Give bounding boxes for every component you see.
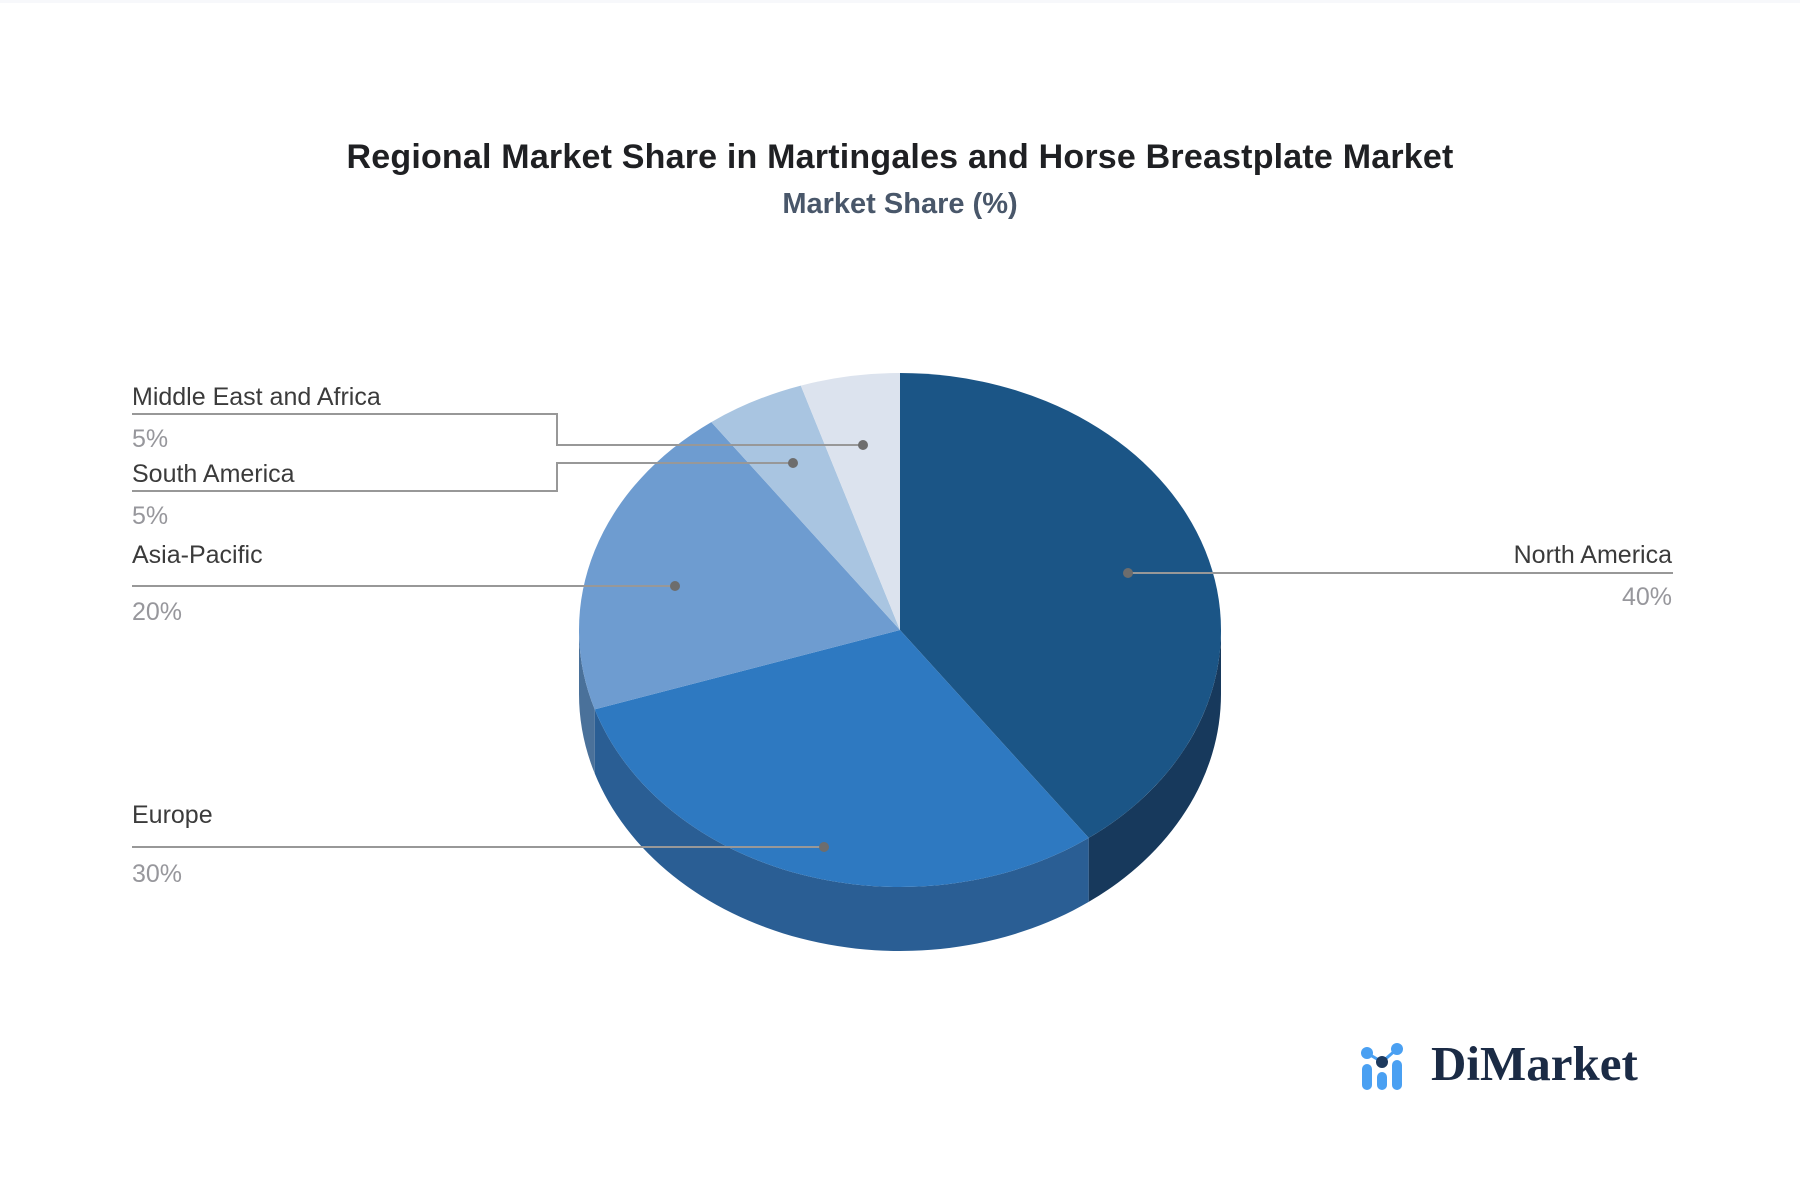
callout-value-middle-east-africa: 5% bbox=[132, 425, 169, 453]
page-top-border bbox=[0, 0, 1800, 3]
pie-slice-asia-pacific bbox=[579, 422, 900, 710]
pie-slice-middle-east-and-africa bbox=[800, 373, 900, 630]
callout-leader-lines bbox=[132, 413, 1673, 852]
pie-slice-north-america bbox=[900, 373, 1222, 838]
callout-value-asia-pacific: 20% bbox=[132, 598, 183, 626]
callout-label-north-america: North America bbox=[1513, 541, 1672, 569]
leader-dot-middle-east-and-africa bbox=[858, 440, 868, 450]
callout-value-south-america: 5% bbox=[132, 502, 169, 530]
leader-line-middle-east-and-africa bbox=[132, 413, 863, 446]
leader-line-south-america bbox=[132, 462, 793, 492]
pie-slice-south-america bbox=[711, 385, 900, 630]
leader-dot-asia-pacific bbox=[670, 581, 680, 591]
pie-slices bbox=[579, 373, 1222, 887]
dimarket-logo-text: DiMarket bbox=[1431, 1036, 1638, 1091]
callout-value-europe: 30% bbox=[132, 860, 183, 888]
chart-title: Regional Market Share in Martingales and… bbox=[346, 138, 1454, 176]
leader-dot-south-america bbox=[788, 458, 798, 468]
callout-value-north-america: 40% bbox=[1621, 583, 1672, 611]
leader-dot-north-america bbox=[1123, 568, 1133, 578]
callout-label-south-america: South America bbox=[132, 460, 295, 488]
pie-3d-sides bbox=[579, 630, 1221, 951]
callout-label-europe: Europe bbox=[132, 801, 213, 829]
pie-slice-side-asia-pacific bbox=[579, 630, 595, 774]
leader-dot-europe bbox=[819, 842, 829, 852]
chart-subtitle: Market Share (%) bbox=[782, 188, 1018, 220]
callout-label-middle-east-africa: Middle East and Africa bbox=[132, 383, 381, 411]
pie-slice-side-north-america bbox=[1088, 630, 1221, 902]
pie-slice-side-europe bbox=[594, 709, 1089, 951]
callout-label-asia-pacific: Asia-Pacific bbox=[132, 541, 263, 569]
dimarket-logo-icon bbox=[1361, 1043, 1403, 1090]
pie-slice-europe bbox=[594, 630, 1089, 887]
